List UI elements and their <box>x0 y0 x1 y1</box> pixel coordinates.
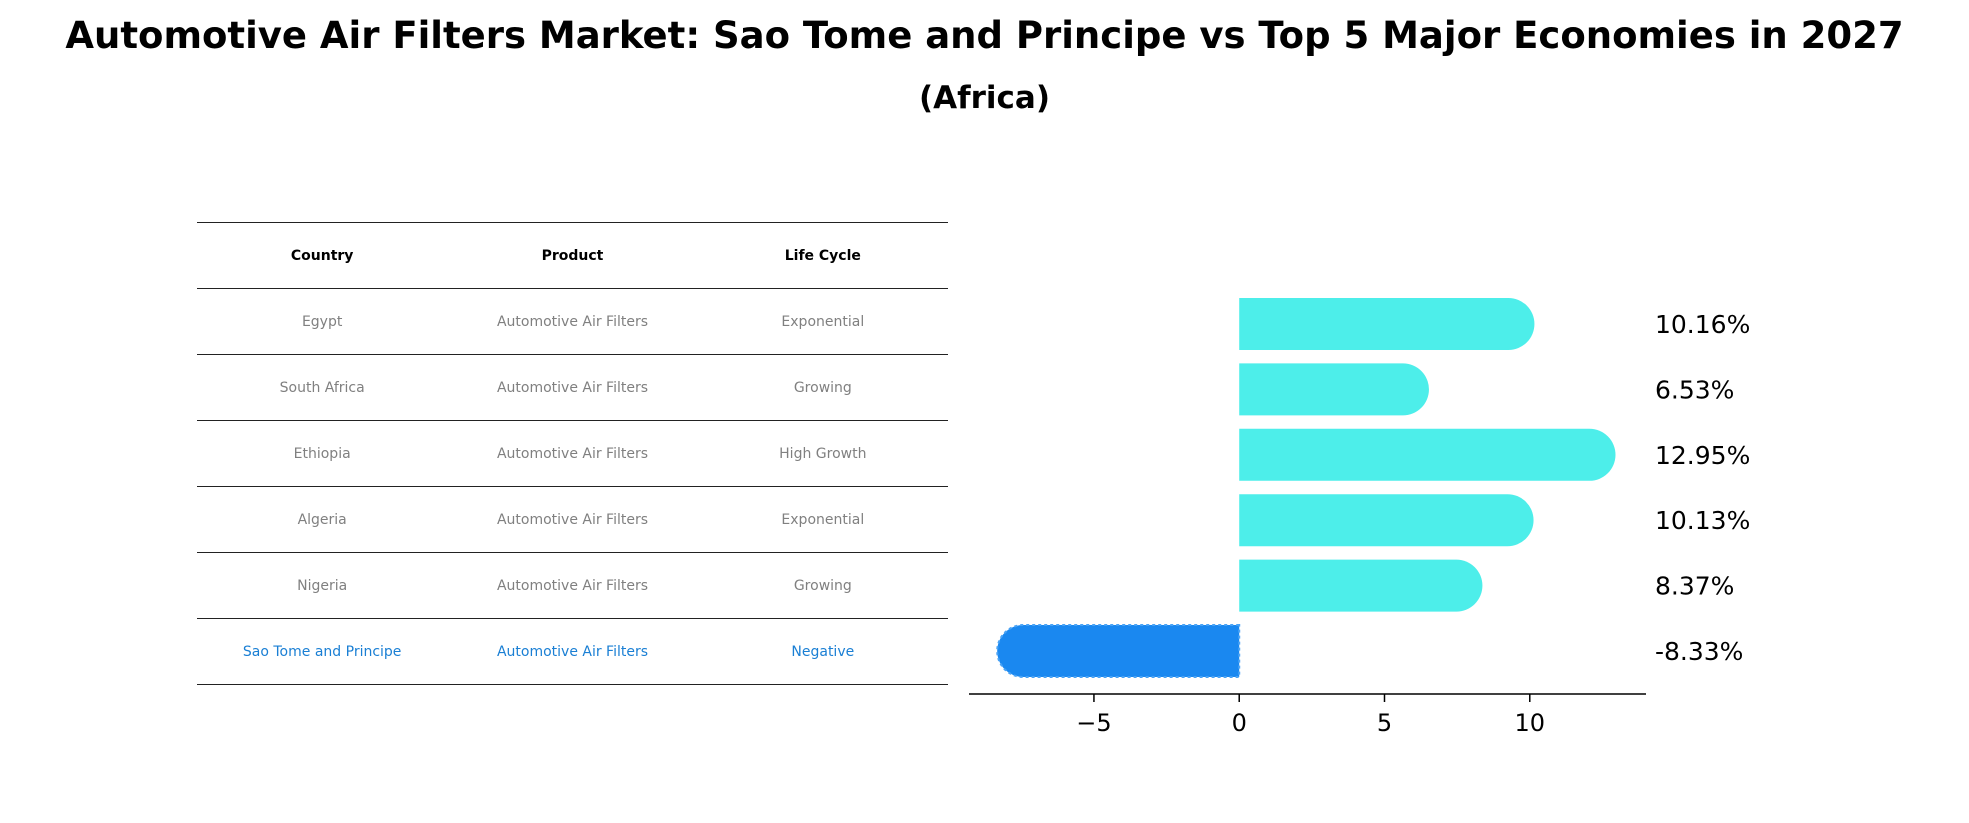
table-row: South Africa Automotive Air Filters Grow… <box>197 355 948 420</box>
value-label: 12.95% <box>1655 441 1750 470</box>
table-rule <box>197 486 948 487</box>
cell-life-cycle: Growing <box>793 379 852 396</box>
chart-subtitle: (Africa) <box>918 80 1051 116</box>
table-row: Ethiopia Automotive Air Filters High Gro… <box>197 421 948 486</box>
header-country: Country <box>290 247 354 264</box>
table-rule <box>197 552 948 553</box>
cell-country: Sao Tome and Principe <box>242 643 402 660</box>
value-label: 6.53% <box>1655 375 1734 404</box>
table-row-highlight: Sao Tome and Principe Automotive Air Fil… <box>197 619 948 684</box>
header-product: Product <box>541 247 604 264</box>
table-rule <box>197 618 948 619</box>
bar <box>1239 428 1616 481</box>
cell-country: Ethiopia <box>293 445 351 462</box>
cell-country: South Africa <box>279 379 365 396</box>
x-tick-label: −5 <box>1076 709 1111 737</box>
cell-country: Algeria <box>297 511 347 528</box>
table-rule <box>197 222 948 223</box>
value-label: 8.37% <box>1655 572 1734 601</box>
value-label: 10.13% <box>1655 506 1750 535</box>
bar <box>1239 363 1429 416</box>
value-label: 10.16% <box>1655 310 1750 339</box>
cell-product: Automotive Air Filters <box>496 379 649 396</box>
cell-country: Nigeria <box>297 577 348 594</box>
table-rule <box>197 354 948 355</box>
table-row: Nigeria Automotive Air Filters Growing <box>197 553 948 618</box>
table-rule <box>197 288 948 289</box>
cell-life-cycle: High Growth <box>779 445 867 462</box>
cell-life-cycle: Growing <box>793 577 852 594</box>
table-row: Algeria Automotive Air Filters Exponenti… <box>197 487 948 552</box>
header-life-cycle: Life Cycle <box>784 247 861 264</box>
table-rule <box>197 420 948 421</box>
value-label: -8.33% <box>1655 637 1743 666</box>
country-table: Country Product Life Cycle Egypt Automot… <box>197 222 948 685</box>
bar-highlight <box>996 624 1241 678</box>
cell-country: Egypt <box>301 313 343 330</box>
cell-product: Automotive Air Filters <box>496 511 649 528</box>
bar <box>1239 494 1534 547</box>
bar <box>1239 559 1483 612</box>
table-header-row: Country Product Life Cycle <box>197 223 948 288</box>
table-rule <box>197 684 948 685</box>
cell-life-cycle: Exponential <box>781 511 865 528</box>
x-tick-label: 0 <box>1232 709 1247 737</box>
cell-life-cycle: Exponential <box>781 313 865 330</box>
table-row: Egypt Automotive Air Filters Exponential <box>197 289 948 354</box>
cell-product: Automotive Air Filters <box>496 445 649 462</box>
x-tick-label: 10 <box>1515 709 1546 737</box>
cell-life-cycle: Negative <box>791 643 855 660</box>
bar <box>1239 298 1535 350</box>
cell-product: Automotive Air Filters <box>496 577 649 594</box>
cell-product: Automotive Air Filters <box>496 643 649 660</box>
cell-product: Automotive Air Filters <box>496 313 649 330</box>
x-tick-label: 5 <box>1377 709 1392 737</box>
chart-title: Automotive Air Filters Market: Sao Tome … <box>65 14 1904 57</box>
